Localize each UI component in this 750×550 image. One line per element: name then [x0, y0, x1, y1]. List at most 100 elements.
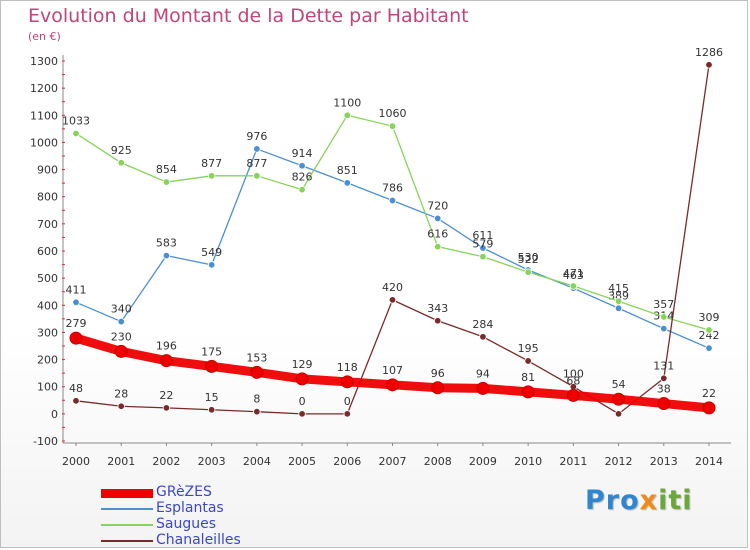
y-tick-label: 400 — [37, 299, 58, 312]
data-label-esplantas: 549 — [201, 246, 222, 259]
y-tick-label: 1300 — [30, 55, 58, 68]
data-point-saugues — [569, 282, 578, 290]
data-point-chanaleilles — [660, 374, 668, 382]
data-point-esplantas — [207, 261, 216, 269]
legend-swatch-chanaleilles — [101, 540, 153, 542]
data-label-saugues: 471 — [563, 267, 584, 280]
y-tick-label: 300 — [37, 326, 58, 339]
x-tick-label: 2011 — [559, 455, 587, 468]
data-label-esplantas: 611 — [472, 229, 493, 242]
data-point-saugues — [479, 252, 487, 261]
data-point-chanaleilles — [72, 397, 80, 405]
data-label-saugues: 357 — [653, 298, 674, 311]
x-tick-label: 2014 — [695, 455, 723, 468]
data-label-chanaleilles: 0 — [299, 395, 306, 408]
legend-swatch-saugues — [101, 524, 153, 526]
data-label-gre-zes: 129 — [292, 358, 313, 371]
data-point-esplantas — [388, 196, 397, 205]
data-point-chanaleilles — [207, 406, 216, 414]
data-label-chanaleilles: 15 — [205, 391, 219, 404]
data-point-gre-zes — [340, 375, 354, 389]
data-point-chanaleilles — [705, 61, 713, 69]
legend-item-saugues: Saugues — [101, 516, 301, 533]
data-label-saugues: 616 — [427, 228, 448, 241]
data-label-chanaleilles: 195 — [518, 342, 539, 355]
y-tick-label: 900 — [37, 164, 58, 177]
y-tick-label: 0 — [51, 408, 58, 421]
legend-item-chanaleilles: Chanaleilles — [101, 532, 301, 549]
data-point-saugues — [660, 313, 668, 321]
data-point-gre-zes — [521, 385, 535, 399]
data-label-gre-zes: 230 — [111, 330, 132, 343]
data-label-saugues: 522 — [518, 253, 539, 266]
data-point-esplantas — [343, 179, 351, 187]
data-label-gre-zes: 118 — [337, 361, 358, 374]
data-point-chanaleilles — [434, 317, 442, 325]
legend-swatch-grezes — [101, 489, 153, 498]
data-point-gre-zes — [386, 378, 399, 392]
data-point-esplantas — [117, 317, 125, 326]
data-label-esplantas: 583 — [156, 237, 177, 250]
chart-title: Evolution du Montant de la Dette par Hab… — [28, 5, 469, 27]
data-point-gre-zes — [159, 354, 173, 368]
x-tick-label: 2005 — [288, 455, 316, 468]
data-label-esplantas: 530 — [518, 251, 539, 264]
data-point-chanaleilles — [614, 410, 623, 418]
data-point-chanaleilles — [343, 410, 351, 418]
data-point-chanaleilles — [298, 410, 306, 418]
x-tick-label: 2006 — [333, 455, 361, 468]
y-tick-label: 1200 — [30, 82, 58, 95]
data-point-esplantas — [253, 145, 261, 153]
y-tick-label: 600 — [37, 245, 58, 258]
data-point-chanaleilles — [388, 296, 397, 304]
data-label-saugues: 1100 — [333, 96, 361, 109]
data-label-chanaleilles: 0 — [344, 395, 351, 408]
x-tick-label: 2009 — [469, 455, 497, 468]
data-point-saugues — [705, 326, 713, 334]
legend-item-esplantas: Esplantas — [101, 500, 301, 517]
data-point-saugues — [614, 297, 623, 305]
y-tick-label: -100 — [33, 435, 58, 448]
chart-unit: (en €) — [28, 30, 61, 43]
x-tick-label: 2007 — [379, 455, 407, 468]
data-point-gre-zes — [612, 392, 626, 406]
data-point-gre-zes — [250, 365, 264, 379]
data-label-esplantas: 411 — [66, 283, 87, 296]
data-label-saugues: 415 — [608, 282, 629, 295]
data-point-gre-zes — [476, 381, 490, 395]
x-tick-label: 2008 — [424, 455, 452, 468]
data-point-esplantas — [162, 251, 171, 260]
data-label-gre-zes: 196 — [156, 340, 177, 353]
data-point-esplantas — [705, 344, 713, 352]
data-point-saugues — [253, 172, 261, 180]
data-point-esplantas — [614, 304, 623, 312]
data-label-chanaleilles: 131 — [653, 359, 674, 372]
data-label-gre-zes: 175 — [201, 345, 222, 358]
x-tick-label: 2002 — [152, 455, 180, 468]
y-tick-label: 1100 — [30, 109, 58, 122]
data-point-esplantas — [72, 298, 80, 306]
data-label-esplantas: 340 — [111, 303, 132, 316]
data-point-chanaleilles — [253, 407, 261, 416]
data-point-gre-zes — [702, 401, 716, 415]
data-label-saugues: 309 — [699, 311, 720, 324]
data-point-saugues — [72, 129, 80, 138]
data-label-gre-zes: 22 — [702, 387, 716, 400]
data-point-saugues — [343, 111, 351, 119]
y-tick-label: 700 — [37, 218, 58, 231]
data-label-gre-zes: 107 — [382, 364, 403, 377]
legend-label-grezes: GRèZES — [156, 484, 212, 500]
y-tick-label: 500 — [37, 272, 58, 285]
data-point-gre-zes — [114, 344, 128, 358]
data-label-chanaleilles: 22 — [159, 389, 173, 402]
data-label-gre-zes: 96 — [431, 367, 445, 380]
data-label-esplantas: 976 — [246, 130, 267, 143]
data-point-chanaleilles — [162, 404, 171, 412]
data-point-chanaleilles — [117, 402, 125, 410]
data-label-chanaleilles: 343 — [427, 302, 448, 315]
data-point-gre-zes — [431, 381, 445, 395]
data-label-chanaleilles: 8 — [253, 393, 260, 406]
y-tick-label: 1000 — [30, 136, 58, 149]
data-point-saugues — [434, 242, 442, 251]
